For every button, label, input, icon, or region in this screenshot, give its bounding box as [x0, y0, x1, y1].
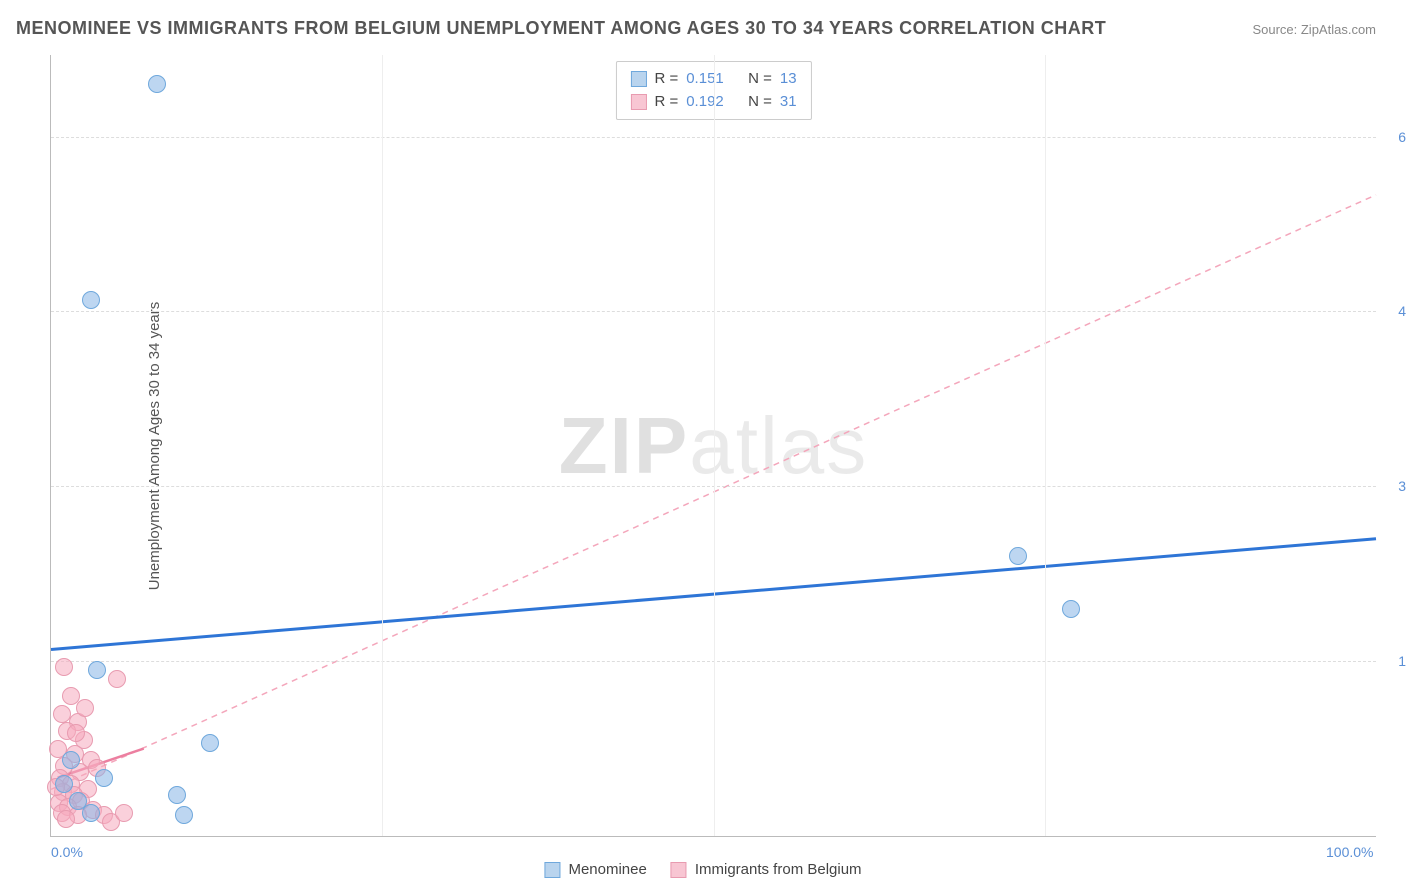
- source-attribution: Source: ZipAtlas.com: [1252, 22, 1376, 37]
- x-tick-label: 100.0%: [1326, 844, 1373, 860]
- data-point: [95, 769, 113, 787]
- y-tick-label: 30.0%: [1398, 478, 1406, 494]
- data-point: [55, 775, 73, 793]
- legend-item-belgium: Immigrants from Belgium: [671, 861, 862, 878]
- data-point: [108, 670, 126, 688]
- data-point: [67, 724, 85, 742]
- y-tick-label: 15.0%: [1398, 653, 1406, 669]
- data-point: [1009, 547, 1027, 565]
- swatch-belgium-icon: [671, 862, 687, 878]
- data-point: [1062, 600, 1080, 618]
- data-point: [62, 751, 80, 769]
- plot-area: ZIPatlas R = 0.151 N = 13 R = 0.192 N = …: [50, 55, 1376, 837]
- series-legend: Menominee Immigrants from Belgium: [544, 861, 861, 878]
- swatch-menominee: [630, 71, 646, 87]
- data-point: [175, 806, 193, 824]
- y-tick-label: 60.0%: [1398, 129, 1406, 145]
- gridline-v: [714, 55, 715, 836]
- data-point: [201, 734, 219, 752]
- data-point: [88, 661, 106, 679]
- y-tick-label: 45.0%: [1398, 303, 1406, 319]
- data-point: [57, 810, 75, 828]
- legend-item-menominee: Menominee: [544, 861, 646, 878]
- data-point: [115, 804, 133, 822]
- data-point: [168, 786, 186, 804]
- gridline-v: [382, 55, 383, 836]
- data-point: [82, 804, 100, 822]
- data-point: [82, 291, 100, 309]
- data-point: [148, 75, 166, 93]
- swatch-menominee-icon: [544, 862, 560, 878]
- swatch-belgium: [630, 94, 646, 110]
- data-point: [55, 658, 73, 676]
- gridline-v: [1045, 55, 1046, 836]
- x-tick-label: 0.0%: [51, 844, 83, 860]
- data-point: [76, 699, 94, 717]
- chart-container: MENOMINEE VS IMMIGRANTS FROM BELGIUM UNE…: [0, 0, 1406, 892]
- chart-title: MENOMINEE VS IMMIGRANTS FROM BELGIUM UNE…: [16, 18, 1106, 39]
